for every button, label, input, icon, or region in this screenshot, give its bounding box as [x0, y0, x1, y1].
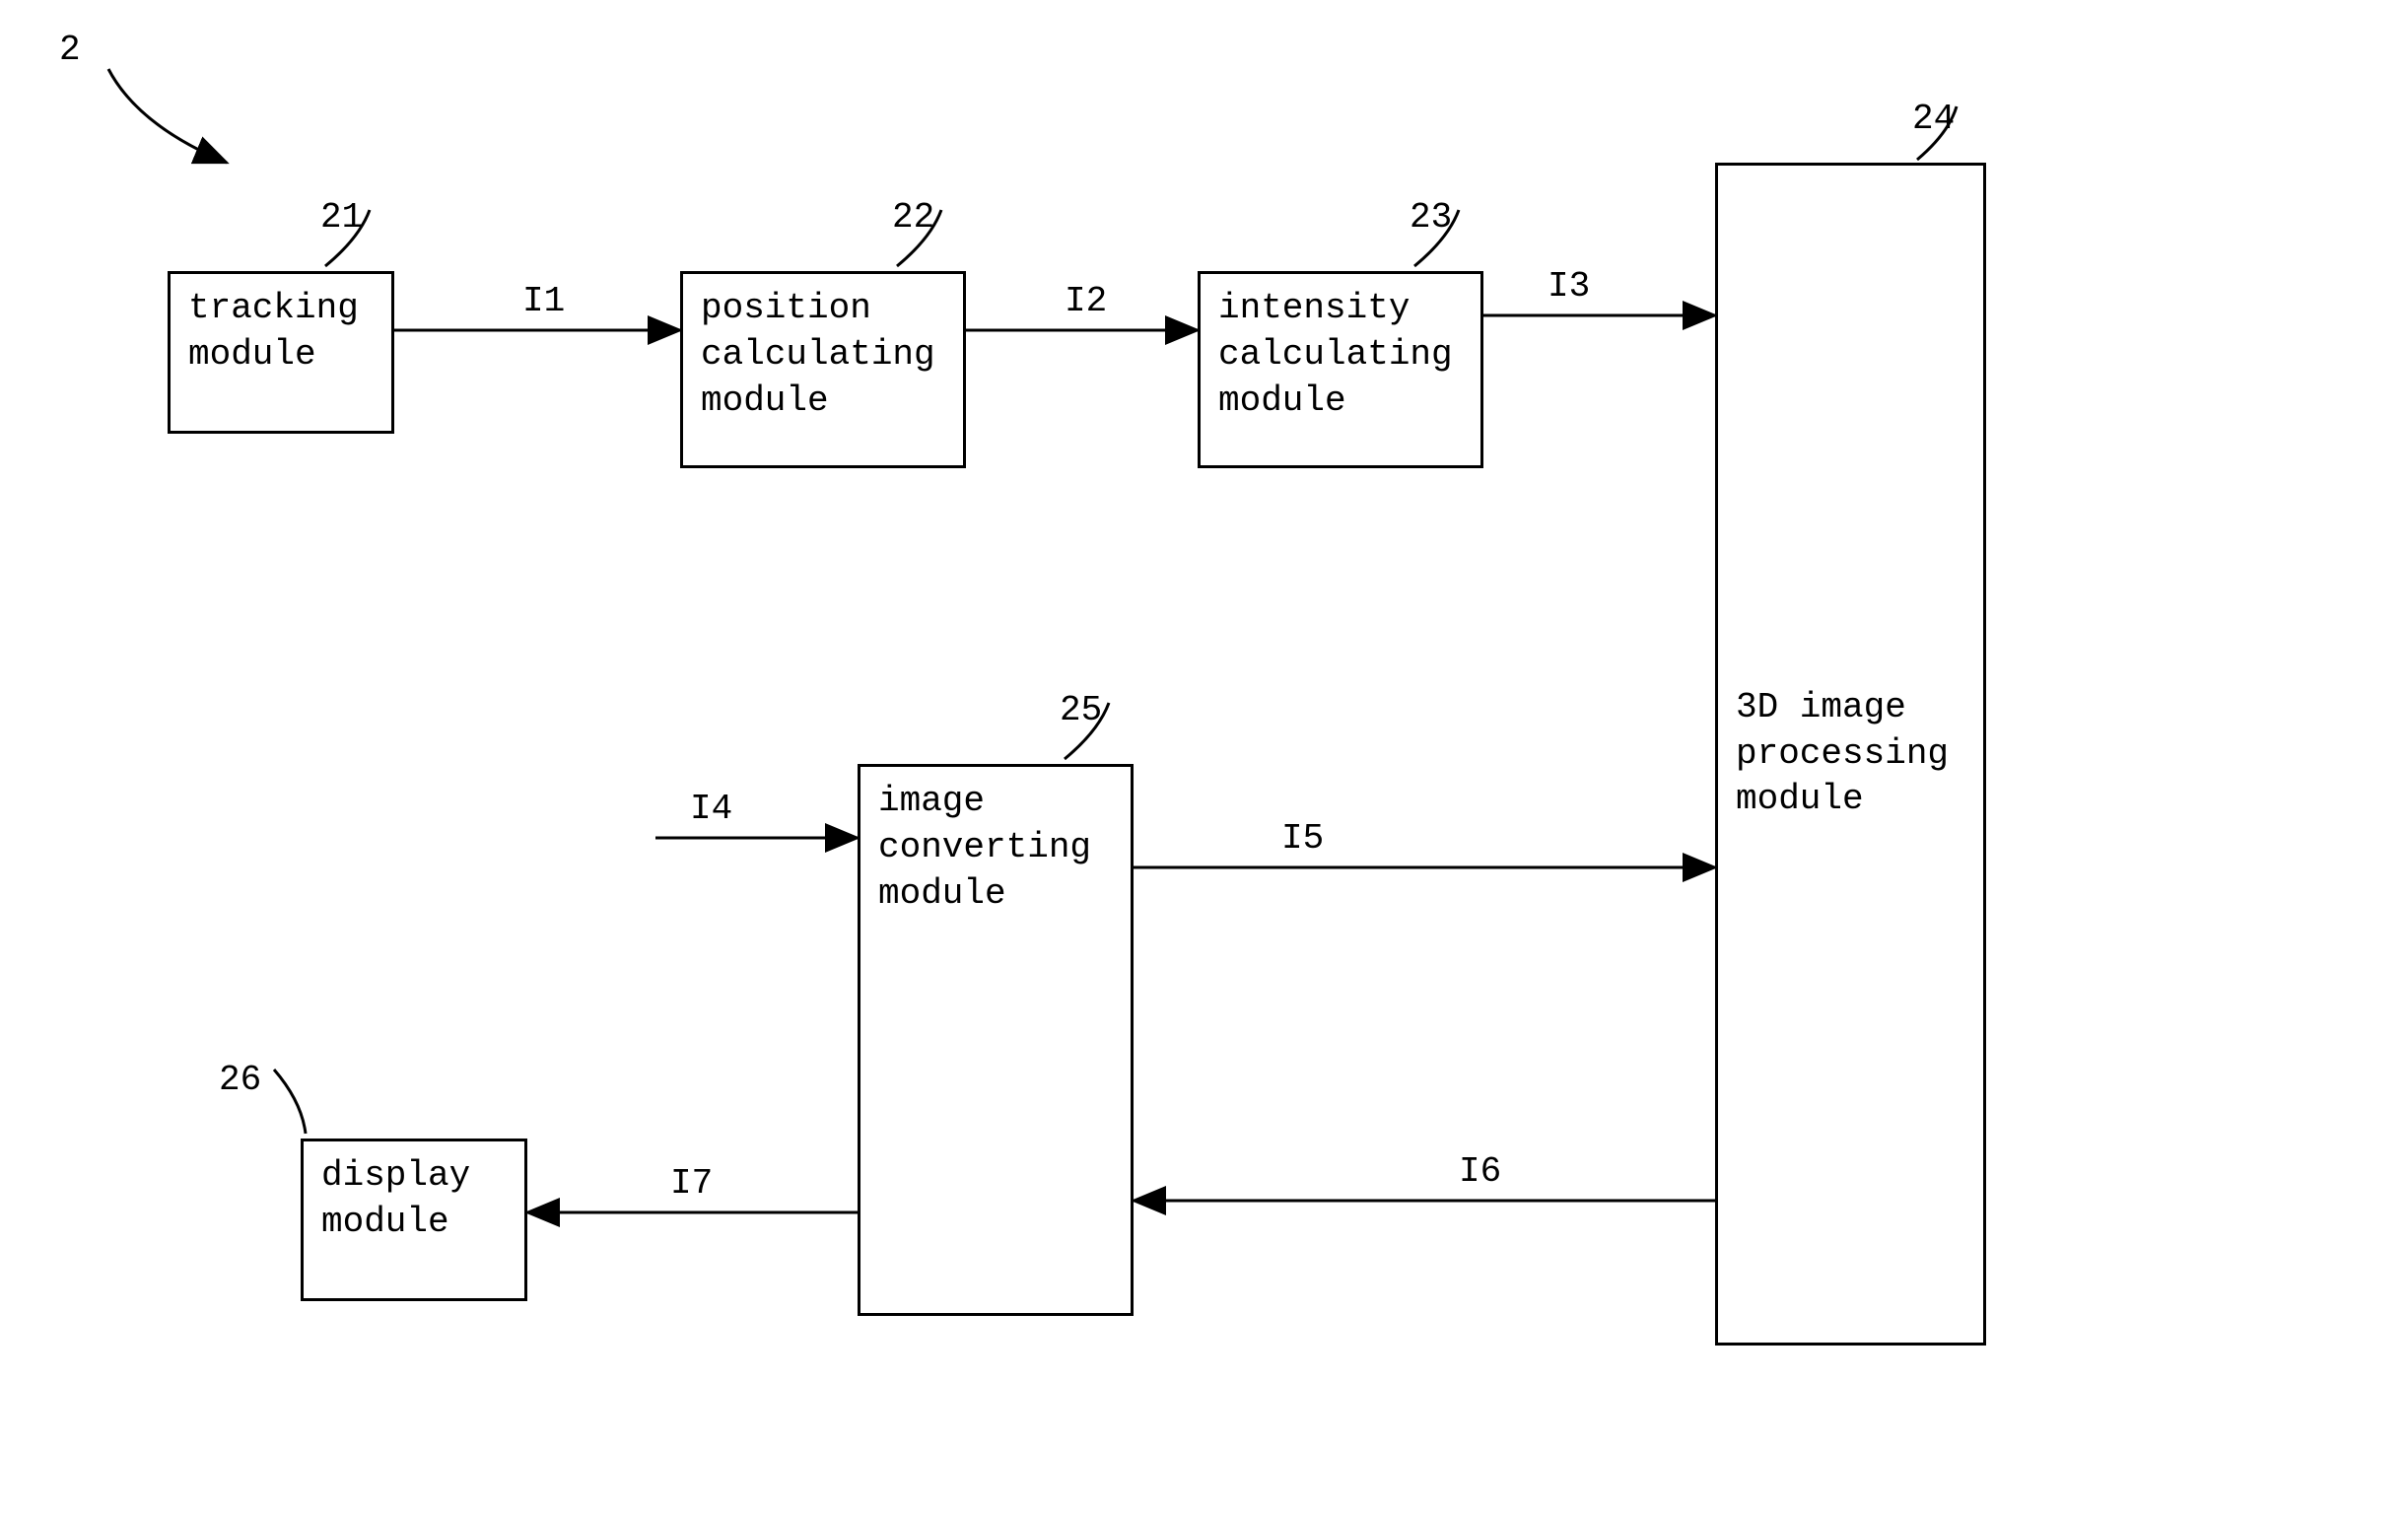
- ref-label-n26: 26: [219, 1060, 261, 1100]
- system-ref-arrow: [108, 69, 227, 163]
- edge-label-e3: I3: [1548, 266, 1590, 307]
- ref-label-n22: 22: [892, 197, 934, 238]
- ref-curve-n26: [274, 1070, 306, 1134]
- node-n23: intensity calculating module: [1198, 271, 1483, 468]
- ref-label-n21: 21: [320, 197, 363, 238]
- node-n26: display module: [301, 1139, 527, 1301]
- edge-label-e2: I2: [1065, 281, 1107, 321]
- node-label-n23: intensity calculating module: [1218, 286, 1453, 424]
- diagram-canvas: tracking module position calculating modu…: [0, 0, 2408, 1519]
- node-label-n21: tracking module: [188, 286, 359, 379]
- ref-label-n23: 23: [1410, 197, 1452, 238]
- node-label-n25: image converting module: [878, 779, 1091, 917]
- edge-label-e6: I6: [1459, 1151, 1501, 1192]
- node-n24: 3D image processing module: [1715, 163, 1986, 1346]
- node-n25: image converting module: [858, 764, 1134, 1316]
- node-label-n26: display module: [321, 1153, 470, 1246]
- edge-label-e4: I4: [690, 789, 732, 829]
- ref-label-n24: 24: [1912, 99, 1955, 139]
- system-ref-label: 2: [59, 30, 81, 70]
- node-label-n22: position calculating module: [701, 286, 935, 424]
- edge-label-e1: I1: [522, 281, 565, 321]
- node-n22: position calculating module: [680, 271, 966, 468]
- ref-label-n25: 25: [1060, 690, 1102, 730]
- node-label-n24: 3D image processing module: [1736, 685, 1949, 823]
- node-n21: tracking module: [168, 271, 394, 434]
- edge-label-e5: I5: [1281, 818, 1324, 859]
- edge-label-e7: I7: [670, 1163, 713, 1204]
